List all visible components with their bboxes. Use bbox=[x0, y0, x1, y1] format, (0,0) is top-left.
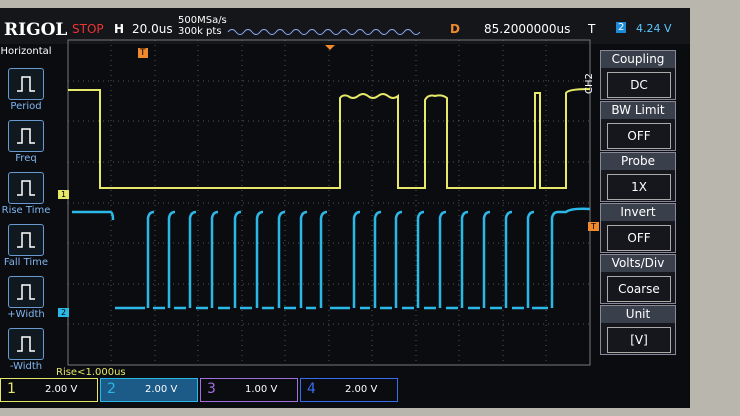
channel-bar: 1 2.00 V 2 2.00 V 3 1.00 V 4 2.00 V bbox=[0, 378, 690, 402]
menu-item-label: Invert bbox=[601, 204, 675, 221]
delay-label: D bbox=[450, 22, 460, 36]
trigger-position-marker: T bbox=[138, 48, 148, 58]
channel-scale: 2.00 V bbox=[345, 384, 378, 395]
menu-item-value: OFF bbox=[607, 123, 671, 149]
channel-number: 2 bbox=[107, 381, 116, 397]
measure-button[interactable] bbox=[8, 68, 44, 100]
measure-icon bbox=[17, 284, 35, 300]
channel-status[interactable]: 2 2.00 V bbox=[100, 378, 198, 402]
memory-depth: 300k pts bbox=[178, 26, 222, 37]
measure-label: -Width bbox=[9, 361, 43, 372]
run-status: STOP bbox=[72, 22, 104, 36]
ch1-marker: 1 bbox=[58, 190, 70, 199]
menu-item-label: BW Limit bbox=[601, 102, 675, 119]
menu-item[interactable]: Coupling DC bbox=[600, 50, 676, 100]
channel-number: 4 bbox=[307, 381, 316, 397]
measure-icon bbox=[17, 232, 35, 248]
measure-icon bbox=[17, 128, 35, 144]
measure-label: Freq bbox=[15, 153, 37, 164]
trigger-pointer bbox=[325, 45, 335, 50]
channel-status[interactable]: 3 1.00 V bbox=[200, 378, 298, 402]
sample-rate: 500MSa/s bbox=[178, 15, 227, 26]
channel-number: 3 bbox=[207, 381, 216, 397]
brand: RIGOL bbox=[4, 20, 68, 40]
trigger-level-marker: T bbox=[588, 222, 599, 231]
menu-item-label: Unit bbox=[601, 306, 675, 323]
h-label: H bbox=[114, 22, 125, 36]
menu-item[interactable]: Volts/Div Coarse bbox=[600, 254, 676, 304]
measure-label: Fall Time bbox=[3, 257, 49, 268]
trigger-label: T bbox=[588, 22, 596, 36]
menu-item-value: OFF bbox=[607, 225, 671, 251]
measure-label: Rise Time bbox=[1, 205, 51, 216]
trigger-source: 2 bbox=[616, 22, 627, 33]
measure-button[interactable] bbox=[8, 172, 44, 204]
menu-item-value: 1X bbox=[607, 174, 671, 200]
channel-scale: 2.00 V bbox=[145, 384, 178, 395]
menu-item[interactable]: Invert OFF bbox=[600, 203, 676, 253]
menu-item-label: Probe bbox=[601, 153, 675, 170]
measure-icon bbox=[17, 336, 35, 352]
display bbox=[0, 8, 690, 366]
menu-item[interactable]: Probe 1X bbox=[600, 152, 676, 202]
channel-scale: 2.00 V bbox=[45, 384, 78, 395]
channel-number: 1 bbox=[7, 381, 16, 397]
measure-label: Period bbox=[10, 101, 42, 112]
menu-item[interactable]: Unit [V] bbox=[600, 305, 676, 355]
channel-scale: 1.00 V bbox=[245, 384, 278, 395]
measure-button[interactable] bbox=[8, 276, 44, 308]
timebase: 20.0us bbox=[132, 22, 173, 36]
grid-border bbox=[67, 39, 591, 366]
menu-item-label: Volts/Div bbox=[601, 255, 675, 272]
top-bar bbox=[0, 8, 690, 44]
measure-button[interactable] bbox=[8, 328, 44, 360]
ch1-waveform bbox=[68, 88, 591, 189]
measure-icon bbox=[17, 180, 35, 196]
grid bbox=[68, 40, 590, 365]
measure-label: +Width bbox=[7, 309, 45, 320]
left-menu-title: Horizontal bbox=[0, 46, 52, 57]
channel-status[interactable]: 1 2.00 V bbox=[0, 378, 98, 402]
measure-button[interactable] bbox=[8, 224, 44, 256]
menu-item-label: Coupling bbox=[601, 51, 675, 68]
scope-screen: RIGOL STOP H 20.0us 500MSa/s 300k pts D … bbox=[0, 8, 690, 408]
menu-item[interactable]: BW Limit OFF bbox=[600, 101, 676, 151]
menu-item-value: DC bbox=[607, 72, 671, 98]
channel-label: CH2 bbox=[584, 73, 595, 94]
ch2-marker: 2 bbox=[58, 308, 70, 317]
menu-item-value: Coarse bbox=[607, 276, 671, 302]
measure-button[interactable] bbox=[8, 120, 44, 152]
menu-item-value: [V] bbox=[607, 327, 671, 353]
memory-strip bbox=[227, 29, 421, 35]
channel-status[interactable]: 4 2.00 V bbox=[300, 378, 398, 402]
delay: 85.2000000us bbox=[484, 22, 571, 36]
measurement: Rise<1.000us bbox=[56, 367, 126, 378]
trigger-level: 4.24 V bbox=[636, 22, 672, 35]
ch2-waveform bbox=[72, 207, 591, 310]
measure-icon bbox=[17, 76, 35, 92]
